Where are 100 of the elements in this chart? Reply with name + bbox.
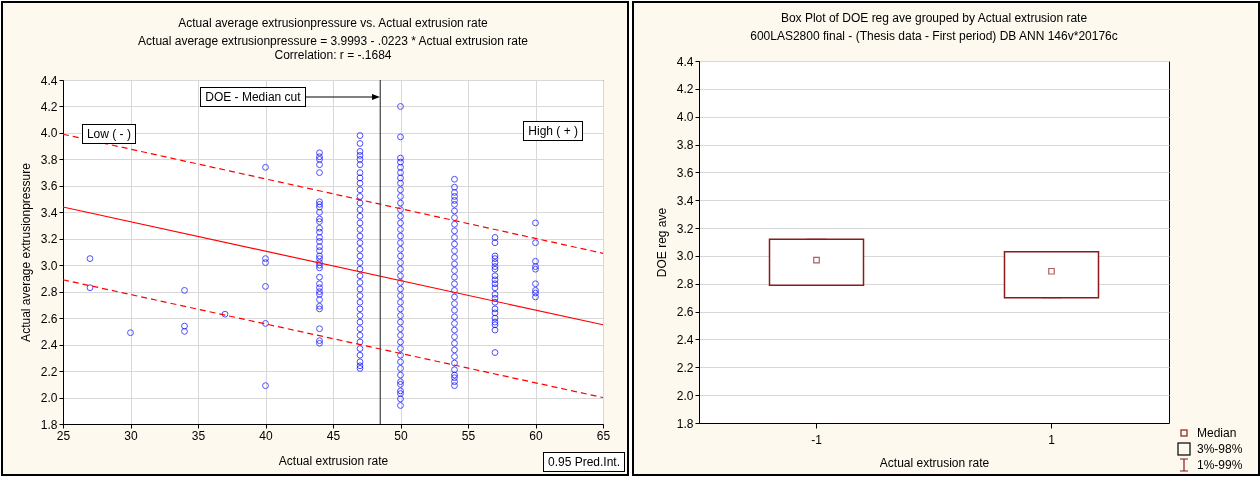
- point: [356, 219, 364, 227]
- point: [397, 358, 404, 366]
- point: [451, 359, 458, 367]
- point: [356, 232, 364, 240]
- point: [532, 265, 539, 273]
- x-tick-label: 60: [529, 428, 543, 443]
- y-tick-label: 3.2: [40, 232, 58, 247]
- point: [451, 214, 458, 222]
- point: [397, 272, 404, 280]
- x-tick-label: 25: [56, 428, 71, 443]
- text: 3%-98%: [1197, 442, 1243, 456]
- y-tick-label: 3.6: [40, 179, 58, 194]
- x-tick-label: 55: [461, 428, 476, 443]
- point: [451, 253, 458, 261]
- point: [86, 255, 94, 263]
- point: [397, 351, 404, 359]
- y-tick-label: 4.0: [676, 110, 694, 125]
- point: [451, 193, 458, 200]
- point: [451, 247, 458, 255]
- point: [316, 261, 323, 269]
- point: [316, 169, 323, 177]
- point: [451, 234, 458, 241]
- point: [491, 321, 499, 329]
- point: [397, 158, 404, 166]
- point: [397, 331, 404, 339]
- point: [356, 351, 364, 359]
- point: [356, 285, 364, 293]
- y-tick-label: 4.4: [40, 73, 58, 88]
- y-tick-label: 2.0: [40, 391, 58, 406]
- point: [397, 390, 404, 397]
- point: [491, 239, 499, 247]
- point: [181, 322, 188, 330]
- point: [491, 290, 499, 298]
- point: [127, 329, 134, 337]
- point: [451, 200, 458, 208]
- point: [262, 259, 269, 266]
- annotation: Low ( - ): [81, 123, 136, 144]
- point: [451, 333, 458, 341]
- x-tick-label: 65: [596, 428, 611, 443]
- point: [451, 374, 458, 382]
- point: [316, 273, 323, 281]
- ref-line-label: DOE - Median cut: [200, 87, 306, 108]
- point: [316, 302, 323, 310]
- text: Correlation: r = -.1684: [274, 48, 392, 62]
- point: [451, 378, 458, 386]
- point: [397, 212, 404, 220]
- point: [491, 309, 499, 317]
- point: [532, 257, 539, 265]
- point: [356, 298, 364, 306]
- point: [451, 175, 458, 183]
- point: [397, 338, 404, 346]
- y-tick-label: 1.8: [676, 416, 694, 431]
- chart-subtitle: 600LAS2800 final - (Thesis data - First period) DB ANN 146v*20176c: [750, 29, 1118, 43]
- point: [532, 286, 539, 294]
- x-axis-title: Actual extrusion rate: [879, 455, 990, 470]
- point: [397, 395, 404, 403]
- point: [356, 186, 364, 194]
- point: [491, 294, 499, 302]
- text: 1%-99%: [1197, 458, 1243, 472]
- y-tick-label: 2.4: [40, 338, 58, 353]
- point: [451, 189, 458, 196]
- x-tick-label: 1: [1048, 432, 1056, 447]
- y-axis-title: Actual average extrusionpressure: [18, 162, 33, 342]
- point: [397, 133, 404, 141]
- y-tick-label: 2.4: [676, 332, 694, 347]
- point: [491, 259, 499, 266]
- point: [451, 183, 458, 191]
- point: [356, 193, 364, 200]
- point: [451, 366, 458, 374]
- point: [316, 208, 323, 216]
- point: [397, 318, 404, 326]
- point: [356, 338, 364, 346]
- point: [316, 149, 323, 157]
- x-tick-label: 45: [326, 428, 341, 443]
- point: [316, 325, 323, 333]
- point: [316, 228, 323, 236]
- point: [397, 285, 404, 293]
- point: [397, 206, 404, 214]
- point: [491, 272, 499, 280]
- point: [181, 286, 188, 294]
- point: [451, 353, 458, 360]
- y-tick-label: 2.0: [676, 388, 694, 403]
- y-tick-label: 3.2: [676, 221, 694, 236]
- point: [397, 292, 404, 300]
- point: [397, 279, 404, 286]
- point: [356, 148, 364, 155]
- point: [356, 312, 364, 319]
- point: [491, 284, 499, 292]
- point: [397, 345, 404, 352]
- point: [356, 305, 364, 313]
- point: [491, 234, 499, 241]
- point: [316, 224, 323, 232]
- y-tick-label: 3.0: [40, 258, 58, 273]
- point: [86, 284, 94, 292]
- y-axis-title: DOE reg ave: [654, 207, 669, 278]
- text: 0.95 Pred.Int.: [542, 452, 625, 472]
- point: [397, 103, 404, 110]
- point: [316, 305, 323, 313]
- y-tick-label: 3.4: [40, 205, 58, 220]
- point: [262, 382, 269, 390]
